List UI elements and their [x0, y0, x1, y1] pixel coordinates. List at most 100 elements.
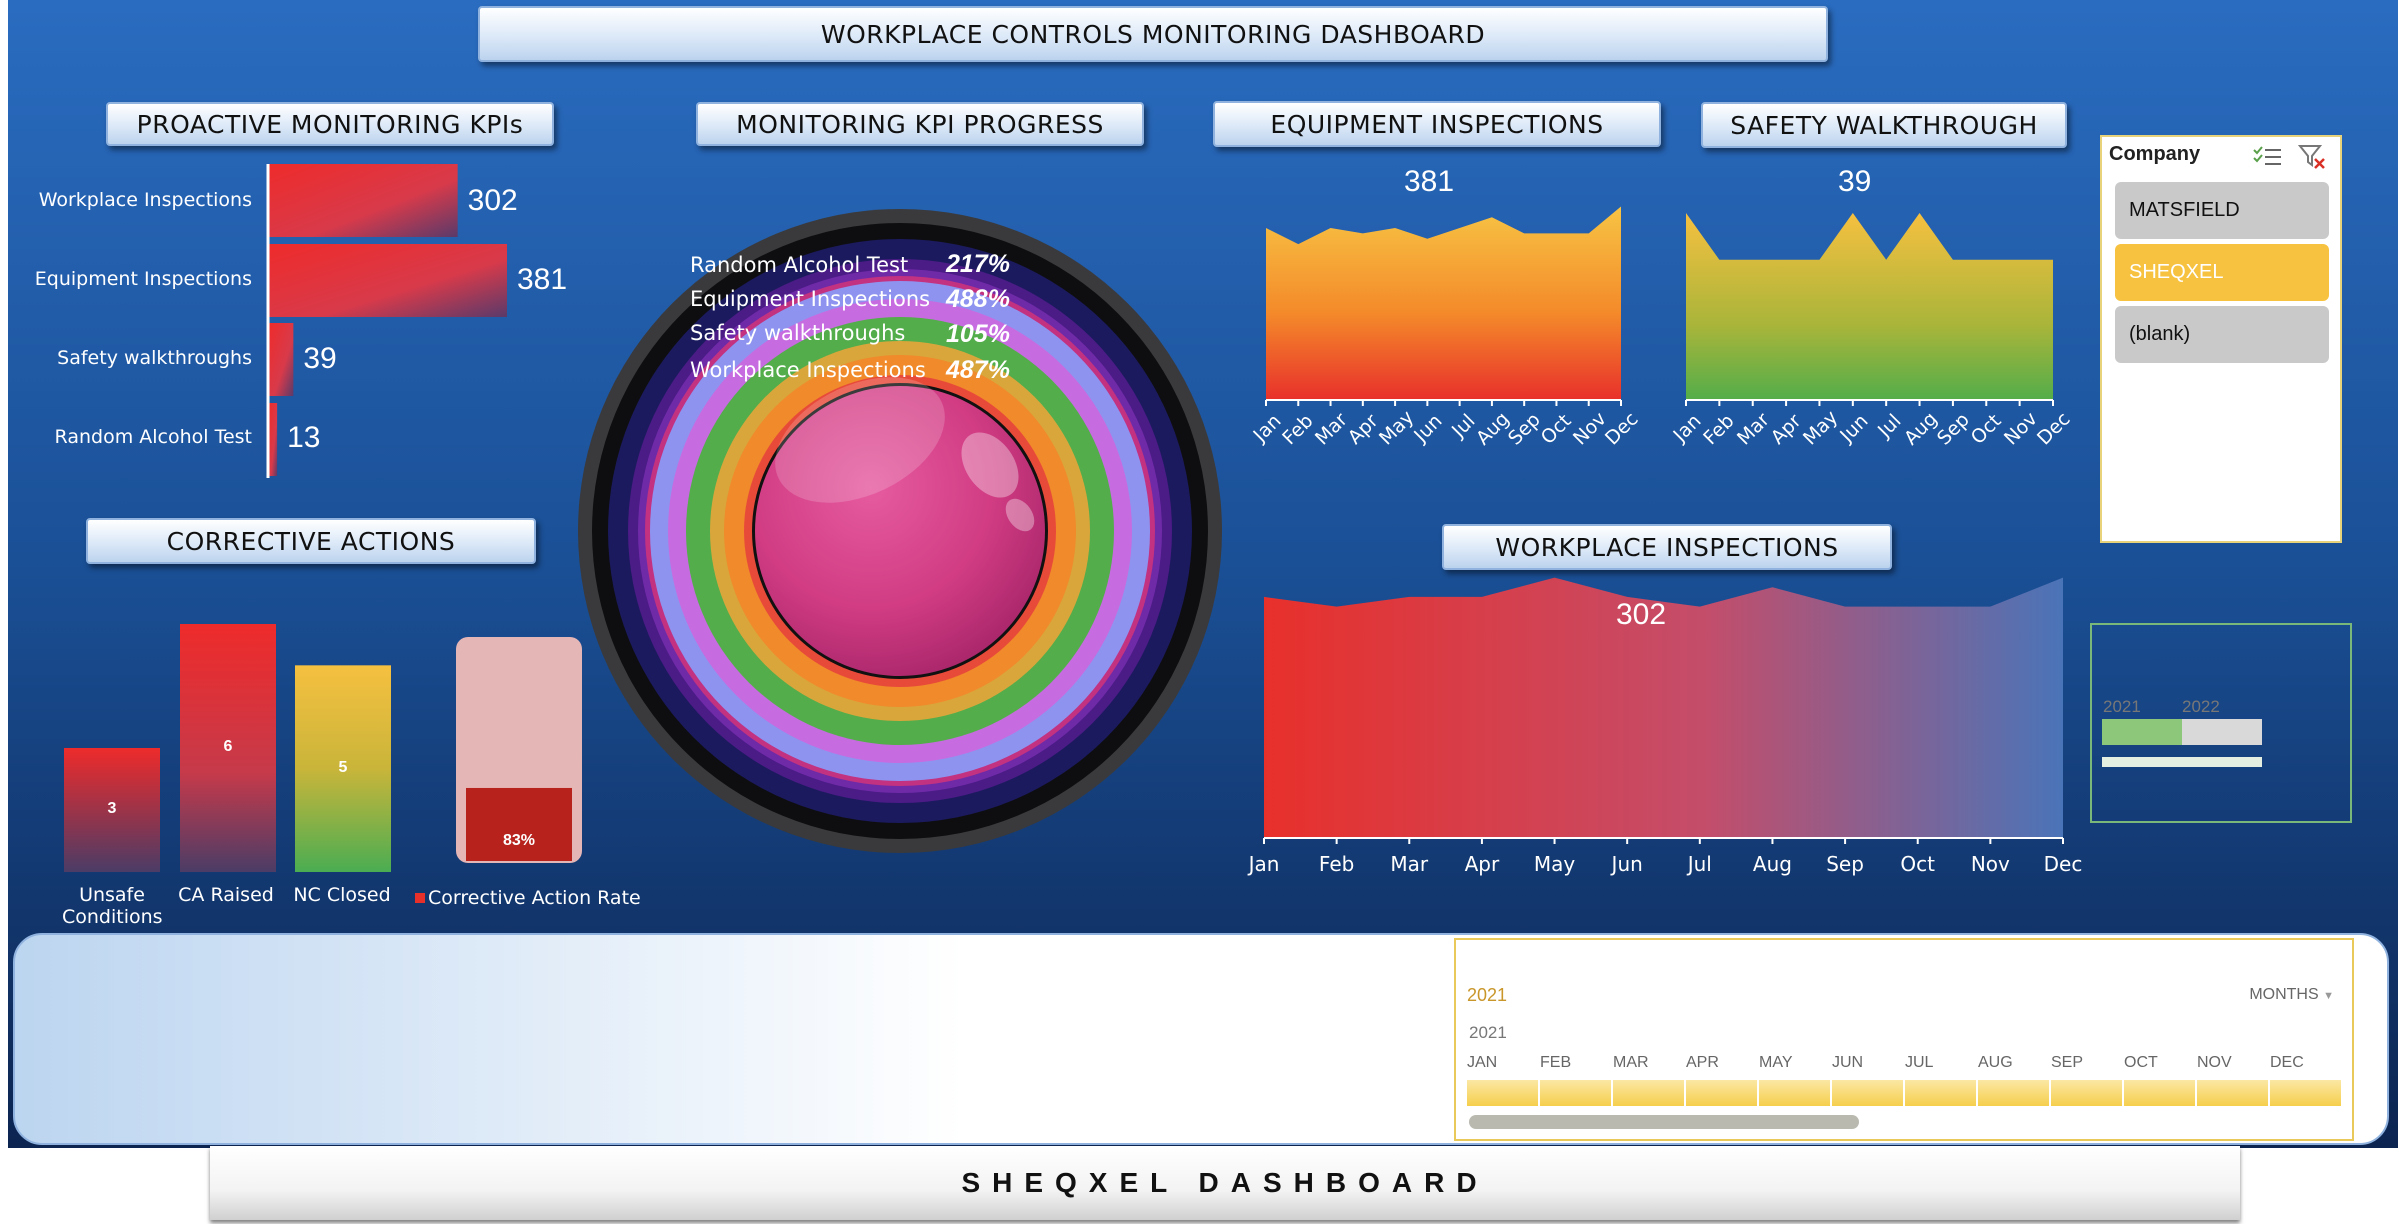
timeline-month-bar[interactable] [2270, 1080, 2341, 1106]
workplace-total: 302 [1616, 598, 1667, 631]
ring-value: 488% [946, 285, 1010, 313]
timeline-month-bar[interactable] [2051, 1080, 2122, 1106]
timeline-selected-year: 2021 [1467, 985, 1508, 1005]
equipment-inspections-chart [1265, 206, 1622, 406]
safety-walkthrough-chart [1685, 213, 2054, 406]
corrective-action-rate-chart [415, 637, 582, 903]
workplace-inspections-chart [1263, 577, 2064, 844]
corrective-action-bar [180, 624, 276, 872]
ring-value: 217% [946, 250, 1010, 278]
timeline-month-may[interactable]: MAY [1759, 1054, 1793, 1071]
kpi-value: 302 [467, 184, 518, 217]
bar-value-label: 5 [338, 758, 348, 776]
month-tick-label: Jul [1687, 852, 1712, 876]
panel-title-equipment: EQUIPMENT INSPECTIONS [1213, 101, 1661, 147]
bar-value-label: 6 [223, 738, 233, 755]
month-tick-label: Apr [1464, 852, 1500, 876]
timeline-month-aug[interactable]: AUG [1978, 1054, 2013, 1071]
slicer-item-sheqxel[interactable]: SHEQXEL [2115, 244, 2329, 301]
timeline-scrollbar[interactable] [1469, 1115, 1859, 1129]
clear-filter-icon[interactable] [2298, 143, 2328, 171]
month-timeline[interactable]: 2021 2021 MONTHS ▼ JAN FEB MAR APR MAY JUN JUL… [1454, 938, 2354, 1141]
kpi-value: 13 [287, 421, 321, 454]
timeline-month-nov[interactable]: NOV [2197, 1054, 2232, 1071]
multi-select-icon[interactable] [2252, 145, 2284, 169]
footer-banner: SHEQXEL DASHBOARD [210, 1146, 2240, 1220]
ring-label: Workplace Inspections [690, 358, 926, 382]
timeline-month-bar[interactable] [1686, 1080, 1757, 1106]
timeline-year-row: 2021 [1469, 1023, 1507, 1042]
timeline-month-oct[interactable]: OCT [2124, 1054, 2158, 1071]
area-series [1266, 206, 1621, 400]
proactive-kpi-chart [269, 164, 507, 476]
kpi-label: Safety walkthroughs [57, 347, 252, 369]
ring-value: 487% [946, 356, 1010, 384]
kpi-label: Equipment Inspections [34, 268, 252, 290]
timeline-month-sep[interactable]: SEP [2051, 1054, 2084, 1071]
year-2021-bar [2102, 719, 2182, 745]
timeline-month-jul[interactable]: JUL [1905, 1054, 1934, 1071]
kpi-label: Random Alcohol Test [54, 426, 252, 448]
chevron-down-icon: ▼ [2323, 990, 2334, 1002]
ring-value: 105% [946, 320, 1010, 348]
month-tick-label: Aug [1752, 852, 1792, 876]
corrective-action-bar [295, 665, 391, 872]
ring-label: Equipment Inspections [690, 287, 931, 311]
corrective-action-rate-value: 83% [502, 832, 536, 849]
kpi-label: Workplace Inspections [38, 189, 252, 211]
timeline-month-bar[interactable] [1978, 1080, 2049, 1106]
timeline-month-bar[interactable] [1759, 1080, 1830, 1106]
kpi-bar [269, 403, 278, 476]
month-tick-label: Jan [1248, 852, 1280, 876]
kpi-value: 381 [517, 263, 568, 296]
timeline-month-mar[interactable]: MAR [1613, 1054, 1649, 1071]
kpi-bar [269, 164, 458, 237]
ring-label: Random Alcohol Test [690, 253, 909, 277]
corrective-action-bar [64, 748, 160, 872]
timeline-month-bar[interactable] [1905, 1080, 1976, 1106]
year-label-2021[interactable]: 2021 [2103, 697, 2141, 716]
slicer-title: Company [2109, 143, 2201, 165]
month-tick-label: Feb [1318, 852, 1355, 876]
kpi-bar [269, 244, 507, 317]
timeline-month-dec[interactable]: DEC [2270, 1054, 2304, 1071]
legend-swatch [415, 893, 425, 903]
panel-title-safety: SAFETY WALKTHROUGH [1701, 102, 2067, 148]
timeline-month-bar[interactable] [2124, 1080, 2195, 1106]
month-tick-label: Mar [1390, 852, 1429, 876]
kpi-bar [269, 323, 294, 396]
area-series [1686, 213, 2053, 400]
page-title: WORKPLACE CONTROLS MONITORING DASHBOARD [478, 6, 1828, 62]
area-series [1264, 577, 2063, 838]
timeline-month-feb[interactable]: FEB [1540, 1054, 1572, 1071]
year-timeline[interactable]: 2021 2022 [2090, 623, 2352, 823]
timeline-month-apr[interactable]: APR [1686, 1054, 1719, 1071]
kpi-value: 39 [303, 342, 337, 375]
slicer-item-blank[interactable]: (blank) [2115, 306, 2329, 363]
year-label-2022[interactable]: 2022 [2182, 697, 2220, 716]
bar-category-label: NC Closed [293, 884, 391, 906]
corrective-actions-chart [64, 624, 391, 872]
timeline-month-jan[interactable]: JAN [1467, 1054, 1498, 1071]
bar-category-label: Unsafe Conditions [62, 884, 163, 928]
panel-title-proactive: PROACTIVE MONITORING KPIs [106, 102, 554, 146]
company-slicer[interactable]: Company MATSFIELD SHEQXEL (blank) [2100, 135, 2342, 543]
timeline-month-jun[interactable]: JUN [1832, 1054, 1864, 1071]
timeline-month-bar[interactable] [2197, 1080, 2268, 1106]
slicer-item-matsfield[interactable]: MATSFIELD [2115, 182, 2329, 239]
month-tick-label: Sep [1826, 852, 1864, 876]
timeline-level-dropdown[interactable]: MONTHS ▼ [2249, 986, 2334, 1003]
timeline-month-bar[interactable] [1467, 1080, 1538, 1106]
timeline-month-bar[interactable] [1540, 1080, 1611, 1106]
month-tick-label: May [1533, 852, 1576, 876]
timeline-month-bar[interactable] [1613, 1080, 1684, 1106]
kpi-progress-rings [578, 209, 1222, 853]
timeline-month-bar[interactable] [1832, 1080, 1903, 1106]
panel-title-progress: MONITORING KPI PROGRESS [696, 102, 1144, 146]
month-tick-label: Nov [1970, 852, 2010, 876]
equipment-total: 381 [1404, 165, 1455, 198]
legend-label: Corrective Action Rate [428, 887, 641, 909]
ring-label: Safety walkthroughs [690, 321, 906, 345]
bar-value-label: 3 [107, 800, 117, 817]
